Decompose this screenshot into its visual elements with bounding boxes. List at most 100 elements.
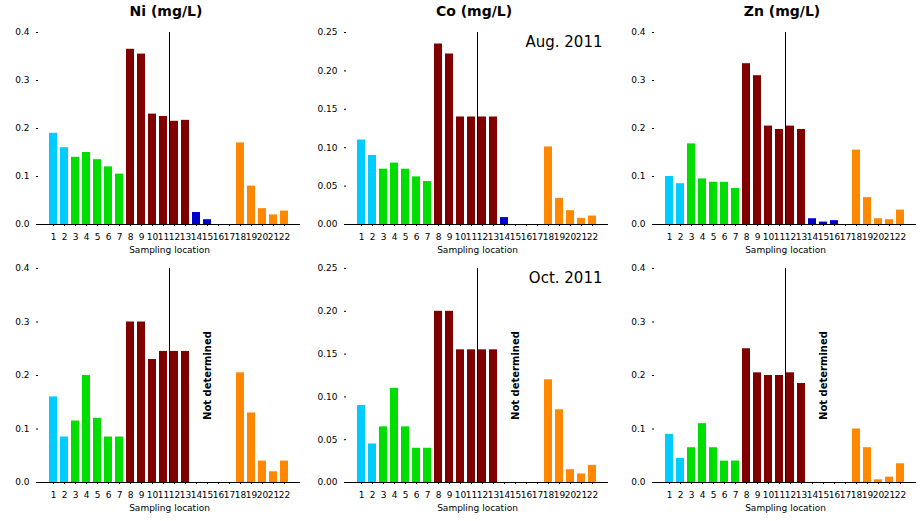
svg-text:20: 20 <box>873 490 885 500</box>
svg-text:1: 1 <box>51 490 57 500</box>
svg-text:22: 22 <box>279 490 290 500</box>
svg-text:3: 3 <box>73 232 79 242</box>
svg-text:0.2: 0.2 <box>631 370 645 380</box>
svg-text:14: 14 <box>807 232 819 242</box>
svg-text:0.1: 0.1 <box>15 424 29 434</box>
svg-text:5: 5 <box>95 232 101 242</box>
svg-text:Oct. 2011: Oct. 2011 <box>529 269 603 287</box>
svg-text:9: 9 <box>755 490 761 500</box>
svg-text:18: 18 <box>235 490 247 500</box>
svg-text:0.25: 0.25 <box>317 263 337 273</box>
svg-text:5: 5 <box>403 232 409 242</box>
svg-text:17: 17 <box>224 232 235 242</box>
svg-text:19: 19 <box>862 490 874 500</box>
svg-text:10: 10 <box>455 232 467 242</box>
svg-text:14: 14 <box>807 490 819 500</box>
svg-text:2: 2 <box>370 232 376 242</box>
svg-text:0.4: 0.4 <box>631 27 646 37</box>
svg-text:Sampling location: Sampling location <box>129 503 210 513</box>
svg-text:18: 18 <box>235 232 247 242</box>
svg-text:7: 7 <box>733 232 739 242</box>
svg-text:4: 4 <box>84 490 90 500</box>
svg-text:8: 8 <box>436 490 442 500</box>
svg-text:21: 21 <box>884 232 895 242</box>
svg-text:22: 22 <box>895 490 906 500</box>
svg-text:19: 19 <box>554 490 566 500</box>
svg-text:3: 3 <box>689 232 695 242</box>
svg-text:0.15: 0.15 <box>317 104 337 114</box>
svg-text:9: 9 <box>447 490 453 500</box>
svg-text:4: 4 <box>392 490 398 500</box>
svg-text:18: 18 <box>851 232 863 242</box>
svg-text:19: 19 <box>862 232 874 242</box>
svg-text:0.4: 0.4 <box>15 27 30 37</box>
svg-text:19: 19 <box>246 490 258 500</box>
svg-text:18: 18 <box>543 490 555 500</box>
svg-text:21: 21 <box>576 232 587 242</box>
svg-text:14: 14 <box>191 232 203 242</box>
svg-text:12: 12 <box>169 490 180 500</box>
svg-text:15: 15 <box>818 490 829 500</box>
svg-text:6: 6 <box>106 232 112 242</box>
svg-text:21: 21 <box>576 490 587 500</box>
svg-text:20: 20 <box>873 232 885 242</box>
svg-text:17: 17 <box>532 490 543 500</box>
svg-text:Sampling location: Sampling location <box>745 245 826 255</box>
svg-text:4: 4 <box>700 490 706 500</box>
svg-text:16: 16 <box>213 490 225 500</box>
svg-text:14: 14 <box>499 490 511 500</box>
svg-text:0.2: 0.2 <box>15 123 29 133</box>
svg-text:16: 16 <box>829 490 841 500</box>
svg-text:Not determined: Not determined <box>510 331 521 420</box>
svg-text:11: 11 <box>774 490 785 500</box>
svg-text:13: 13 <box>796 232 807 242</box>
svg-text:16: 16 <box>213 232 225 242</box>
svg-text:3: 3 <box>381 232 387 242</box>
svg-text:Sampling location: Sampling location <box>129 245 210 255</box>
svg-text:7: 7 <box>117 490 123 500</box>
svg-text:4: 4 <box>700 232 706 242</box>
svg-text:11: 11 <box>466 490 477 500</box>
svg-text:2: 2 <box>62 490 68 500</box>
svg-text:0.05: 0.05 <box>317 181 337 191</box>
svg-text:0.20: 0.20 <box>317 66 337 76</box>
svg-text:8: 8 <box>744 232 750 242</box>
svg-text:10: 10 <box>763 490 775 500</box>
svg-text:19: 19 <box>246 232 258 242</box>
svg-text:Sampling location: Sampling location <box>745 503 826 513</box>
svg-text:4: 4 <box>84 232 90 242</box>
svg-text:13: 13 <box>180 232 191 242</box>
svg-text:14: 14 <box>191 490 203 500</box>
svg-text:0.1: 0.1 <box>15 171 29 181</box>
svg-text:0.0: 0.0 <box>631 477 646 487</box>
svg-text:7: 7 <box>733 490 739 500</box>
svg-text:6: 6 <box>106 490 112 500</box>
svg-text:17: 17 <box>840 232 851 242</box>
svg-text:18: 18 <box>851 490 863 500</box>
svg-text:0.10: 0.10 <box>317 392 337 402</box>
svg-text:15: 15 <box>510 490 521 500</box>
svg-text:13: 13 <box>796 490 807 500</box>
svg-text:2: 2 <box>370 490 376 500</box>
svg-text:8: 8 <box>436 232 442 242</box>
svg-text:0.0: 0.0 <box>631 219 646 229</box>
svg-text:0.0: 0.0 <box>15 477 30 487</box>
svg-text:0.10: 0.10 <box>317 143 337 153</box>
svg-text:20: 20 <box>565 232 577 242</box>
svg-text:0.15: 0.15 <box>317 349 337 359</box>
svg-text:3: 3 <box>73 490 79 500</box>
svg-text:5: 5 <box>711 232 717 242</box>
svg-text:1: 1 <box>51 232 57 242</box>
svg-text:13: 13 <box>488 232 499 242</box>
svg-text:15: 15 <box>510 232 521 242</box>
svg-text:Aug. 2011: Aug. 2011 <box>526 33 603 51</box>
svg-text:0.3: 0.3 <box>15 75 29 85</box>
svg-text:12: 12 <box>477 232 488 242</box>
svg-text:14: 14 <box>499 232 511 242</box>
svg-text:13: 13 <box>180 490 191 500</box>
svg-text:18: 18 <box>543 232 555 242</box>
svg-text:1: 1 <box>667 232 673 242</box>
svg-text:11: 11 <box>158 490 169 500</box>
svg-text:10: 10 <box>147 490 159 500</box>
svg-text:10: 10 <box>763 232 775 242</box>
